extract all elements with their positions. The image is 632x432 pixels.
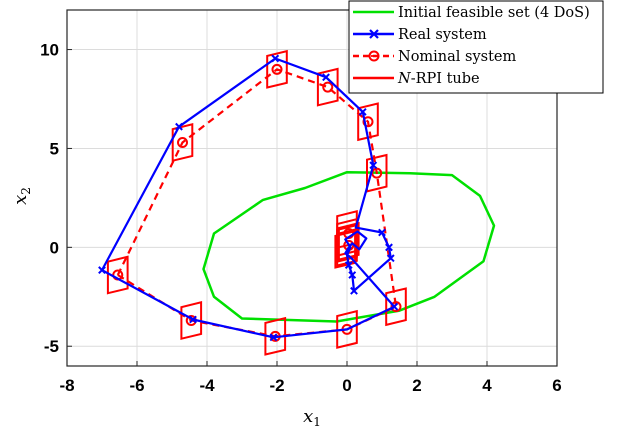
legend-item-tube: N-RPI tube [353, 71, 480, 87]
rpi-tube [337, 221, 360, 261]
x-tick-label: 4 [482, 376, 492, 395]
legend-label-tube: N-RPI tube [397, 71, 480, 87]
real-marker [385, 243, 393, 252]
nominal-marker [371, 167, 383, 179]
real-marker [358, 107, 367, 116]
x-tick-label: -6 [129, 376, 144, 395]
x-tick-label: -2 [269, 376, 284, 395]
rpi-tube [366, 153, 388, 193]
real-marker [98, 266, 106, 274]
axes-box [66, 9, 558, 367]
nominal-marker [177, 137, 188, 149]
rpi-tube [385, 287, 407, 327]
rpi-tube [336, 309, 358, 349]
rpi-tube [266, 49, 288, 89]
nominal-marker [362, 116, 374, 128]
nominal-trajectory [116, 68, 398, 338]
nominal-marker [322, 81, 334, 93]
y-tick-label: 5 [50, 139, 59, 158]
legend-item-feasible: Initial feasible set (4 DoS) [353, 5, 590, 21]
x-tick-label: 6 [552, 376, 561, 395]
rpi-tube [316, 67, 339, 107]
real-marker [344, 261, 353, 270]
y-tick-label: 0 [50, 238, 59, 257]
legend-item-real: Real system [353, 27, 487, 43]
feasible-set [202, 170, 496, 323]
real-marker [350, 286, 358, 295]
plot-area [98, 49, 496, 356]
x-tick-label: -8 [59, 376, 74, 395]
rpi-tube [180, 301, 203, 340]
real-trajectory [101, 57, 396, 339]
y-tick-label: 10 [40, 41, 59, 60]
real-marker [189, 315, 197, 324]
real-marker [369, 161, 378, 170]
legend-item-nominal: Nominal system [353, 49, 517, 65]
legend-label-feasible: Initial feasible set (4 DoS) [398, 5, 590, 21]
real-marker [271, 54, 280, 63]
x-tick-label: -4 [199, 376, 215, 395]
real-marker [269, 333, 278, 342]
y-axis-label: x2 [10, 187, 33, 205]
real-marker [322, 73, 330, 82]
x-tick-label: 2 [412, 376, 421, 395]
legend-label-real: Real system [398, 27, 487, 43]
legend-label-nominal: Nominal system [398, 49, 517, 65]
real-marker [348, 271, 357, 279]
tick-labels: -8 -6 -4 -2 0 2 4 6 -5 0 5 10 [40, 41, 562, 395]
nominal-marker [271, 63, 283, 75]
real-marker [175, 122, 183, 131]
legend: Initial feasible set (4 DoS) Real system… [348, 0, 604, 94]
real-marker [378, 228, 386, 237]
x-tick-label: 0 [342, 376, 351, 395]
real-marker [386, 254, 395, 263]
y-tick-label: -5 [44, 337, 59, 356]
real-marker [390, 302, 399, 311]
nominal-marker [390, 301, 402, 313]
x-axis-label: x1 [303, 406, 321, 429]
legend-label-tube-n: N [397, 71, 412, 87]
legend-label-tube-rest: -RPI tube [411, 71, 480, 87]
